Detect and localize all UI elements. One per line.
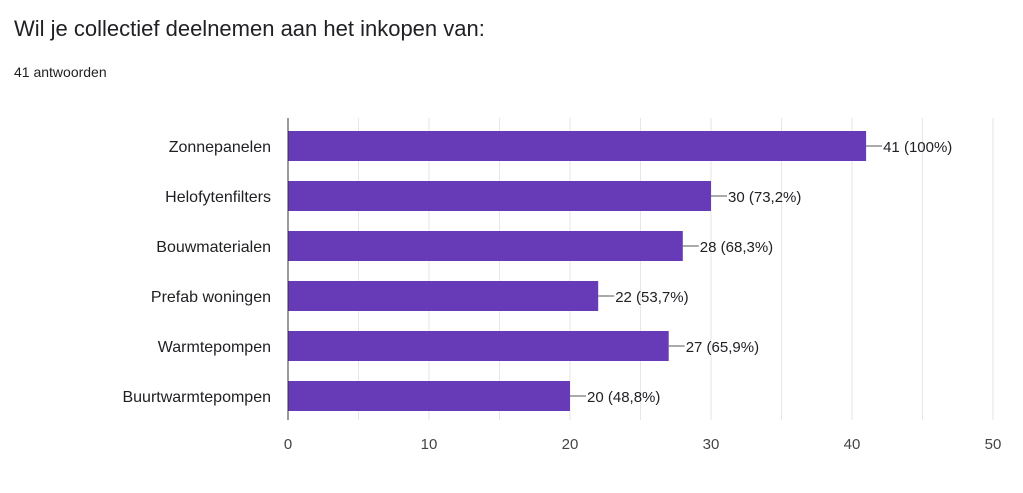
data-label: 20 (48,8%) <box>587 389 660 406</box>
x-tick-label: 40 <box>844 436 861 453</box>
category-label: Buurtwarmtepompen <box>122 389 271 406</box>
data-label: 27 (65,9%) <box>686 339 759 356</box>
x-tick-label: 0 <box>284 436 292 453</box>
bar <box>288 131 867 161</box>
category-label: Prefab woningen <box>151 289 271 306</box>
category-label: Helofytenfilters <box>165 189 271 206</box>
category-label: Warmtepompen <box>158 339 271 356</box>
bar <box>288 331 669 361</box>
category-label: Bouwmaterialen <box>156 239 271 256</box>
data-label: 28 (68,3%) <box>700 239 773 256</box>
data-label: 30 (73,2%) <box>728 189 801 206</box>
x-tick-label: 20 <box>562 436 579 453</box>
bar <box>288 281 599 311</box>
bar <box>288 181 711 211</box>
question-title: Wil je collectief deelnemen aan het inko… <box>14 16 485 41</box>
bar <box>288 231 683 261</box>
response-count: 41 antwoorden <box>14 64 107 80</box>
bar <box>288 381 570 411</box>
x-tick-label: 30 <box>703 436 720 453</box>
labels: 0 10 20 30 40 50 Zonnepanelen 41 (100%) Helofyte… <box>122 139 1001 453</box>
data-label: 41 (100%) <box>883 139 952 156</box>
data-label: 22 (53,7%) <box>615 289 688 306</box>
category-label: Zonnepanelen <box>169 139 271 156</box>
bars <box>288 131 867 411</box>
x-tick-label: 50 <box>985 436 1002 453</box>
grid-lines <box>358 118 994 420</box>
x-tick-label: 10 <box>421 436 438 453</box>
